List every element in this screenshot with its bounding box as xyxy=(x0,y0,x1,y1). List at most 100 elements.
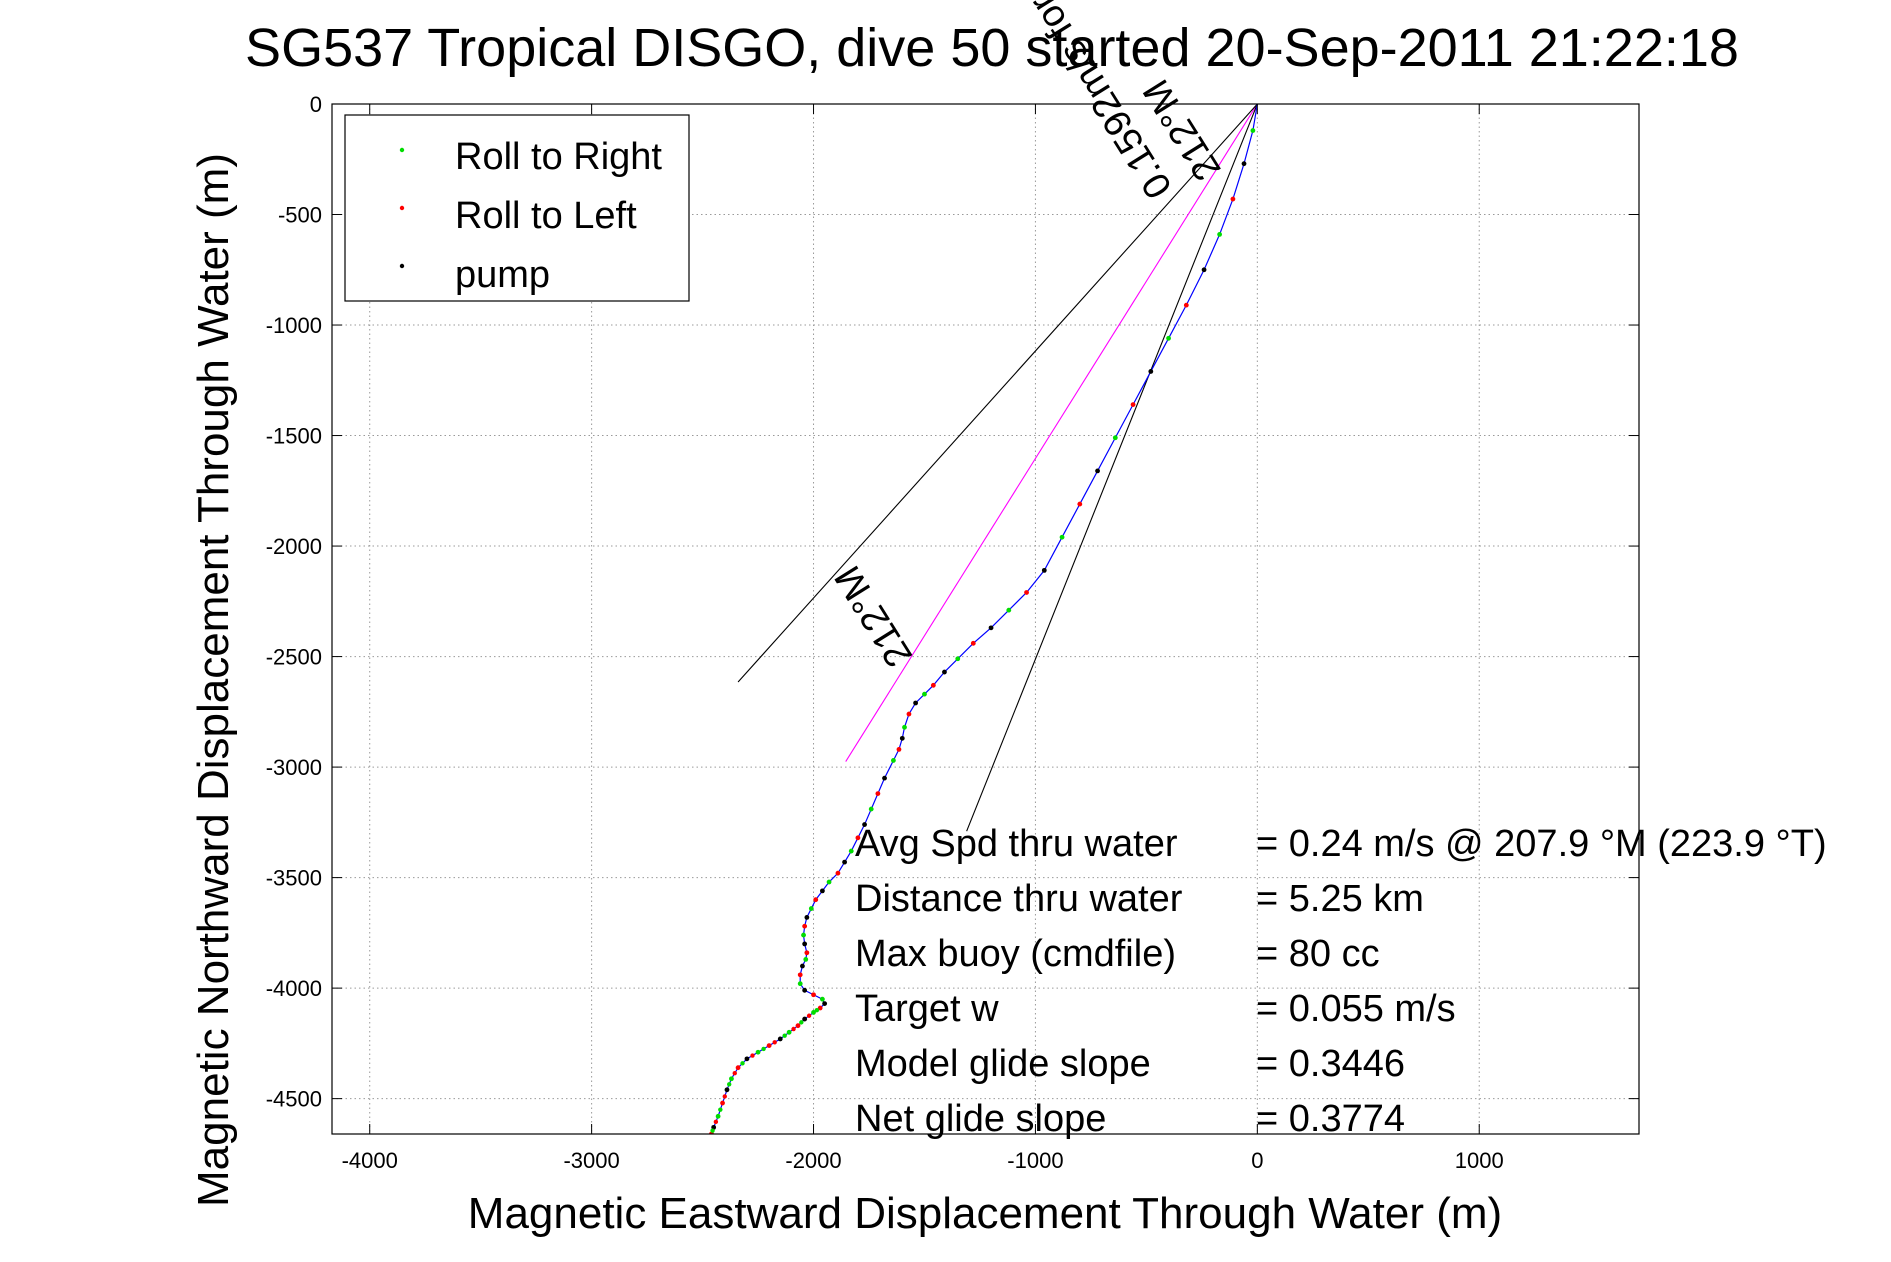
roll-right-point xyxy=(814,1008,820,1013)
roll-left-point xyxy=(806,1013,812,1018)
roll-right-point xyxy=(1250,128,1256,133)
roll-left-point xyxy=(906,711,912,717)
y-tick-label: -1500 xyxy=(266,424,322,449)
roll-left-point xyxy=(875,791,881,797)
roll-right-point xyxy=(727,1082,732,1087)
roll-right-point xyxy=(782,1033,787,1038)
roll-left-point xyxy=(713,1119,719,1125)
stat-label-net-glide: Net glide slope xyxy=(855,1098,1106,1140)
roll-left-point xyxy=(795,1023,801,1029)
roll-left-point xyxy=(1183,302,1189,308)
x-tick-label: -1000 xyxy=(1007,1148,1063,1173)
plot-data xyxy=(709,104,1258,1134)
x-tick-label: -2000 xyxy=(785,1148,841,1173)
y-tick-label: -2500 xyxy=(266,645,322,670)
stat-value-max-buoy: = 80 cc xyxy=(1256,933,1380,975)
y-tick-label: -500 xyxy=(278,203,322,228)
legend-label-roll-right: Roll to Right xyxy=(455,136,662,178)
x-axis-title: Magnetic Eastward Displacement Through W… xyxy=(468,1189,1502,1238)
roll-left-point xyxy=(930,682,936,688)
y-axis-title: Magnetic Northward Displacement Through … xyxy=(189,153,238,1207)
legend: Roll to Right Roll to Left pump xyxy=(344,114,690,302)
pump-point xyxy=(822,1001,828,1006)
roll-right-point xyxy=(718,1107,723,1112)
roll-right-point xyxy=(902,724,907,730)
y-tick-label: -4000 xyxy=(266,976,322,1001)
pump-point xyxy=(882,775,887,781)
roll-right-point xyxy=(955,656,961,662)
roll-right-point xyxy=(1166,335,1171,341)
roll-right-point xyxy=(801,932,806,938)
stats-block: Avg Spd thru water = 0.24 m/s @ 207.9 °M… xyxy=(855,823,1827,1140)
y-tick-label: -3500 xyxy=(266,866,322,891)
pump-point xyxy=(800,963,805,969)
pump-point xyxy=(744,1056,750,1062)
roll-left-point xyxy=(970,640,976,646)
roll-right-point xyxy=(1059,534,1065,540)
roll-right-point xyxy=(803,956,809,962)
y-tick-label: -2000 xyxy=(266,534,322,559)
roll-right-point xyxy=(786,1029,792,1035)
roll-left-point xyxy=(732,1071,737,1076)
roll-left-point xyxy=(1230,196,1236,202)
pump-point xyxy=(777,1036,783,1042)
y-tick-label: -3000 xyxy=(266,755,322,780)
stat-label-distance: Distance thru water xyxy=(855,878,1183,920)
y-tick-label: 0 xyxy=(310,92,322,117)
roll-left-point xyxy=(722,1094,727,1099)
roll-right-point xyxy=(740,1061,745,1066)
pump-point xyxy=(1241,161,1247,167)
stat-value-distance: = 5.25 km xyxy=(1256,878,1424,920)
roll-right-point xyxy=(1217,232,1223,237)
y-tick-label: -4500 xyxy=(266,1087,322,1112)
roll-right-point xyxy=(811,1010,816,1015)
pump-point xyxy=(862,822,867,827)
legend-label-roll-left: Roll to Left xyxy=(455,195,637,237)
legend-label-pump: pump xyxy=(455,254,550,296)
roll-right-point xyxy=(797,981,803,987)
roll-left-point xyxy=(855,835,861,841)
pump-point xyxy=(820,888,825,894)
pump-point xyxy=(913,700,919,706)
stat-label-max-buoy: Max buoy (cmdfile) xyxy=(855,933,1176,975)
roll-right-point xyxy=(808,906,814,911)
roll-right-point xyxy=(729,1076,734,1082)
legend-marker-roll-left xyxy=(399,205,405,211)
roll-right-point xyxy=(710,1128,715,1133)
roll-right-point xyxy=(868,806,874,812)
legend-marker-pump xyxy=(399,263,405,269)
y-tick-label: -1000 xyxy=(266,313,322,338)
roll-right-point xyxy=(1006,607,1012,613)
reference-line xyxy=(845,104,1258,762)
pump-point xyxy=(842,859,847,865)
pump-point xyxy=(802,1016,808,1022)
roll-left-point xyxy=(813,897,819,903)
pump-point xyxy=(802,987,808,993)
roll-left-point xyxy=(1130,402,1136,408)
x-tick-label: 0 xyxy=(1251,1148,1263,1173)
pump-point xyxy=(1041,567,1047,573)
roll-left-point xyxy=(791,1026,796,1032)
roll-right-point xyxy=(891,758,896,763)
pump-point xyxy=(804,914,810,920)
plot-frame xyxy=(331,103,1640,1135)
roll-right-point xyxy=(755,1049,761,1055)
roll-right-point xyxy=(820,996,825,1002)
x-tick-label: -3000 xyxy=(563,1148,619,1173)
stat-value-avg-speed: = 0.24 m/s @ 207.9 °M (223.9 °T) xyxy=(1256,823,1827,865)
reference-line xyxy=(737,104,1258,683)
pump-point xyxy=(988,625,994,631)
pump-point xyxy=(724,1087,730,1093)
roll-left-point xyxy=(797,972,803,978)
pump-point xyxy=(1201,267,1207,273)
roll-right-point xyxy=(1112,435,1118,441)
stat-value-target-w: = 0.055 m/s xyxy=(1256,988,1456,1030)
roll-right-point xyxy=(848,848,854,854)
legend-marker-roll-right xyxy=(399,147,405,153)
pump-point xyxy=(1095,468,1100,474)
roll-left-point xyxy=(802,923,808,929)
roll-left-point xyxy=(766,1043,772,1048)
roll-left-point xyxy=(811,992,816,998)
reference-line xyxy=(966,104,1258,832)
